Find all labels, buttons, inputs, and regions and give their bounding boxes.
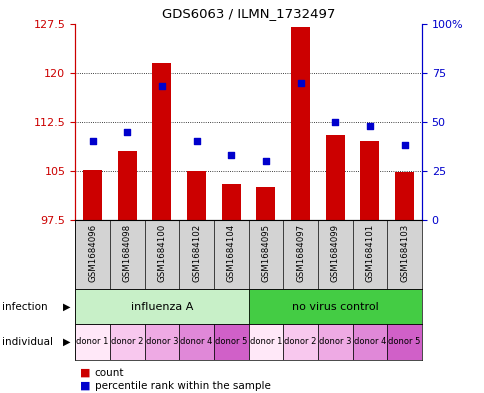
Text: percentile rank within the sample: percentile rank within the sample: [94, 381, 270, 391]
Bar: [221, 184, 240, 220]
Point: [123, 129, 131, 135]
Text: count: count: [94, 367, 124, 378]
Title: GDS6063 / ILMN_1732497: GDS6063 / ILMN_1732497: [162, 7, 334, 20]
Text: GSM1684095: GSM1684095: [261, 224, 270, 282]
Text: ▶: ▶: [63, 301, 71, 312]
Text: GSM1684096: GSM1684096: [88, 224, 97, 282]
Text: infection: infection: [2, 301, 48, 312]
Bar: [325, 135, 344, 220]
Text: donor 1: donor 1: [76, 338, 108, 346]
Point: [158, 83, 166, 90]
Text: GSM1684099: GSM1684099: [330, 224, 339, 281]
Text: donor 2: donor 2: [111, 338, 143, 346]
Bar: [83, 170, 102, 220]
Text: GSM1684100: GSM1684100: [157, 224, 166, 282]
Bar: [283, 324, 318, 360]
Text: ■: ■: [80, 367, 91, 378]
Text: GSM1684098: GSM1684098: [122, 224, 132, 282]
Point: [331, 119, 338, 125]
Bar: [352, 324, 386, 360]
Bar: [152, 63, 171, 220]
Bar: [187, 171, 206, 220]
Text: ▶: ▶: [63, 337, 71, 347]
Text: individual: individual: [2, 337, 53, 347]
Bar: [360, 141, 378, 220]
Bar: [248, 289, 421, 324]
Text: ■: ■: [80, 381, 91, 391]
Text: donor 5: donor 5: [388, 338, 420, 346]
Text: donor 4: donor 4: [180, 338, 212, 346]
Bar: [256, 187, 275, 220]
Point: [227, 152, 235, 158]
Text: donor 4: donor 4: [353, 338, 385, 346]
Bar: [386, 324, 421, 360]
Bar: [394, 172, 413, 220]
Text: GSM1684102: GSM1684102: [192, 224, 201, 282]
Point: [296, 79, 304, 86]
Point: [365, 123, 373, 129]
Text: no virus control: no virus control: [291, 301, 378, 312]
Point: [400, 142, 408, 149]
Bar: [248, 324, 283, 360]
Text: GSM1684104: GSM1684104: [226, 224, 235, 282]
Bar: [75, 289, 248, 324]
Bar: [318, 324, 352, 360]
Bar: [75, 324, 109, 360]
Bar: [118, 151, 136, 220]
Point: [261, 158, 269, 164]
Text: donor 1: donor 1: [249, 338, 282, 346]
Bar: [109, 324, 144, 360]
Text: influenza A: influenza A: [130, 301, 193, 312]
Text: donor 5: donor 5: [214, 338, 247, 346]
Bar: [144, 324, 179, 360]
Text: GSM1684097: GSM1684097: [295, 224, 304, 282]
Bar: [213, 324, 248, 360]
Point: [192, 138, 200, 145]
Text: GSM1684103: GSM1684103: [399, 224, 408, 282]
Bar: [290, 27, 309, 220]
Bar: [179, 324, 213, 360]
Text: donor 2: donor 2: [284, 338, 316, 346]
Text: donor 3: donor 3: [145, 338, 178, 346]
Text: GSM1684101: GSM1684101: [364, 224, 374, 282]
Text: donor 3: donor 3: [318, 338, 351, 346]
Point: [89, 138, 96, 145]
